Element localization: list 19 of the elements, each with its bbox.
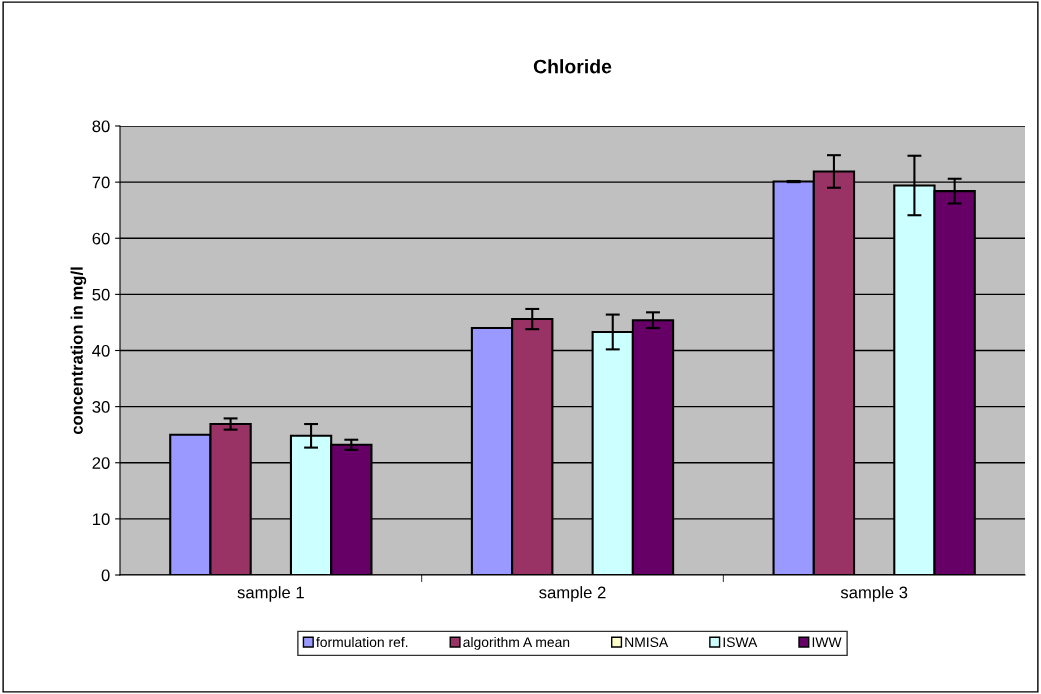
y-tick-label: 70	[92, 176, 110, 189]
legend-label: NMISA	[625, 637, 669, 648]
y-tick-label: 20	[92, 457, 110, 469]
x-tick-label: sample 1	[237, 586, 304, 602]
y-tick-label: 80	[92, 120, 110, 133]
x-tick-label: sample 2	[539, 586, 606, 602]
y-tick-label: 50	[92, 288, 110, 301]
legend-label: formulation ref.	[316, 636, 408, 648]
y-tick-label: 60	[92, 232, 110, 245]
y-axis-title: concentration in mg/l	[70, 267, 87, 435]
y-tick-label: 30	[92, 401, 110, 413]
y-tick-label: 0	[101, 569, 110, 582]
y-tick-label: 10	[93, 513, 110, 526]
legend-label: IWW	[812, 637, 842, 647]
legend-label: ISWA	[723, 637, 758, 648]
y-tick-label: 40	[92, 344, 110, 357]
x-tick-label: sample 3	[840, 586, 908, 602]
chart-title: Chloride	[533, 59, 612, 74]
legend-label: algorithm A mean	[463, 636, 570, 650]
